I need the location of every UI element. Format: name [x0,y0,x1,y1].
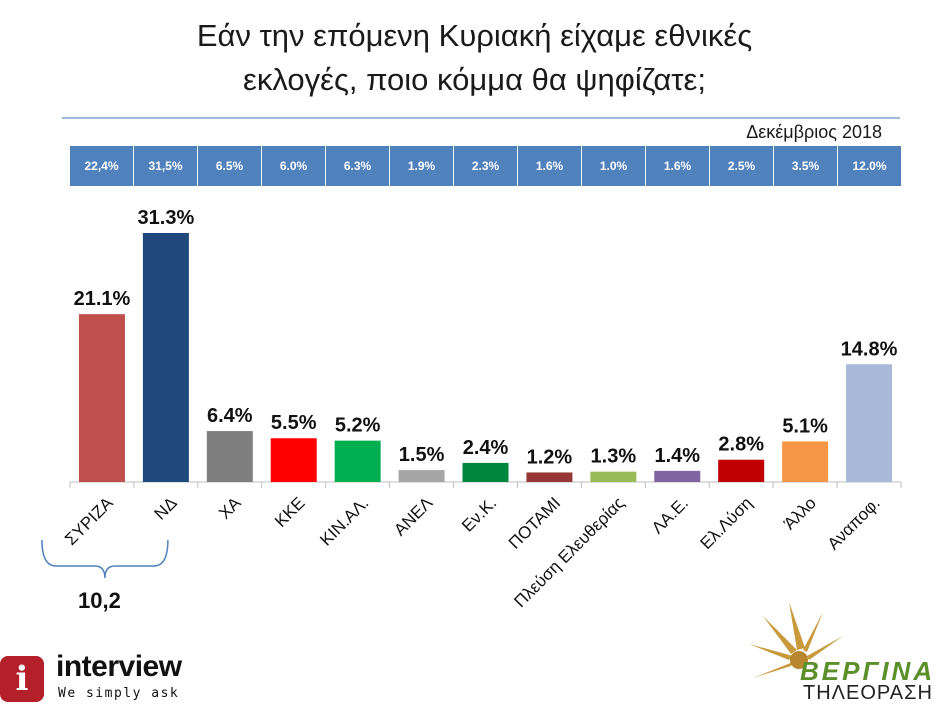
value-label: 1.5% [399,444,445,466]
category-label: Εν.Κ. [458,493,500,535]
previous-value-cell: 22,4% [70,146,134,186]
bar [206,431,253,482]
title-line-1: Εάν την επόμενη Κυριακή είχαμε εθνικές [196,18,753,53]
title-divider [62,117,900,119]
category-label: ΧΑ [215,493,245,523]
bar [590,471,637,482]
previous-value-cell: 1.6% [518,146,582,186]
difference-label: 10,2 [78,588,121,613]
bar [526,472,573,482]
value-label: 2.4% [463,437,509,459]
interview-logo-name: interview [56,650,182,683]
interview-logo: i interview We simply ask [0,650,210,706]
value-label: 5.1% [782,415,828,437]
previous-value-cell: 1.0% [582,146,646,186]
value-label: 6.4% [207,405,253,427]
grouping-brace [41,539,169,579]
bar [398,470,445,482]
bar [782,441,829,482]
value-label: 2.8% [718,434,764,456]
category-label: ΣΥΡΙΖΑ [61,493,117,549]
category-label: ΛΑ.Ε. [648,493,692,537]
interview-mark-icon: i [0,656,44,702]
value-label: 5.5% [271,412,317,434]
date-label: Δεκέμβριος 2018 [746,122,882,142]
previous-value-cell: 2.5% [710,146,774,186]
category-label: ΝΔ [151,493,181,523]
previous-value-cell: 2.3% [454,146,518,186]
bar [78,314,125,482]
value-label: 5.2% [335,415,381,437]
previous-value-cell: 31,5% [134,146,198,186]
interview-logo-tagline: We simply ask [58,686,180,701]
category-label: Πλεύση Ελευθερίας [510,493,628,611]
vergina-logo-subtitle: ΤΗΛΕΟΡΑΣΗ [803,682,933,704]
category-label: ΚΙΝ.ΑΛ. [316,493,372,549]
value-label: 1.2% [527,446,573,468]
category-label: Αναποφ. [824,493,884,553]
previous-results-row: 22,4% 31,5% 6.5% 6.0% 6.3% 1.9% 2.3% 1.6% 1.0% 1.… [70,146,901,186]
value-label: 31.3% [138,207,195,229]
value-label: 21.1% [74,288,131,310]
bar [142,233,189,482]
bar [846,364,893,482]
category-label: Ελ.Λύση [697,493,757,553]
value-label: 1.4% [654,445,700,467]
category-label: ΚΚΕ [271,493,308,530]
category-label: ΠΟΤΑΜΙ [505,493,564,552]
previous-value-cell: 1.6% [646,146,710,186]
category-label: Άλλο [780,493,820,533]
value-label: 1.3% [591,446,637,468]
title-line-2: εκλογές, ποιο κόμμα θα ψηφίζατε; [243,62,706,97]
category-label: ΑΝΕΛ [390,493,437,540]
previous-value-cell: 6.3% [326,146,390,186]
previous-value-cell: 6.0% [262,146,326,186]
vergina-logo: ΒΕΡΓΙΝΑ ΤΗΛΕΟΡΑΣΗ [745,600,949,706]
bar [718,459,765,482]
bar [334,440,381,482]
bar [462,462,509,482]
bar [270,438,317,482]
previous-value-cell: 1.9% [390,146,454,186]
vergina-logo-name: ΒΕΡΓΙΝΑ [800,656,936,686]
vergina-sun-icon [749,602,843,678]
previous-value-cell: 12.0% [838,146,901,186]
previous-value-cell: 3.5% [774,146,838,186]
page-title: Εάν την επόμενη Κυριακή είχαμε εθνικές ε… [0,14,949,102]
bar [654,470,701,482]
previous-value-cell: 6.5% [198,146,262,186]
value-label: 14.8% [841,338,898,360]
